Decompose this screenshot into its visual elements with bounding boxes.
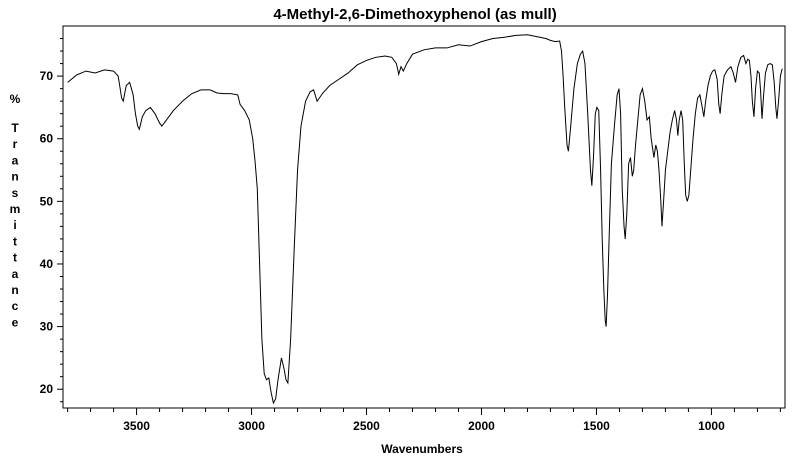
y-tick-label: 20 (40, 382, 54, 396)
y-tick-label: 40 (40, 257, 54, 271)
x-tick-label: 1000 (698, 419, 725, 433)
y-tick-label: 30 (40, 320, 54, 334)
y-axis-label-char: T (11, 121, 19, 135)
x-axis-ticks: 3500 3000 2500 2000 1500 1000 (67, 408, 781, 433)
spectrum-line (67, 34, 783, 405)
y-axis-label-char: t (13, 251, 17, 265)
plot-frame (62, 25, 786, 409)
x-tick-label: 3000 (238, 419, 265, 433)
y-tick-label: 50 (40, 194, 54, 208)
x-tick-label: 1500 (583, 419, 610, 433)
y-axis-label-char: a (12, 267, 19, 281)
y-axis-label-char: n (11, 170, 18, 184)
y-axis-label-char: % (10, 92, 21, 106)
x-tick-label: 2500 (353, 419, 380, 433)
y-axis-ticks: 20 30 40 50 60 70 (40, 38, 63, 403)
chart-title: 4-Methyl-2,6-Dimethoxyphenol (as mull) (273, 6, 556, 23)
y-axis-label-char: i (13, 218, 16, 232)
y-axis-label-char: c (12, 299, 19, 313)
y-axis-label-char: e (12, 315, 19, 329)
y-axis-label-char: t (13, 234, 17, 248)
x-axis-label: Wavenumbers (381, 442, 463, 456)
y-axis-label-char: m (10, 202, 21, 216)
x-tick-label: 2000 (468, 419, 495, 433)
y-tick-label: 60 (40, 132, 54, 146)
y-axis-label-char: n (11, 283, 18, 297)
x-tick-label: 3500 (123, 419, 150, 433)
y-axis-label-char: s (12, 186, 19, 200)
y-tick-label: 70 (40, 69, 54, 83)
y-axis-label-char: a (12, 153, 19, 167)
y-axis-label-char: r (13, 137, 18, 151)
